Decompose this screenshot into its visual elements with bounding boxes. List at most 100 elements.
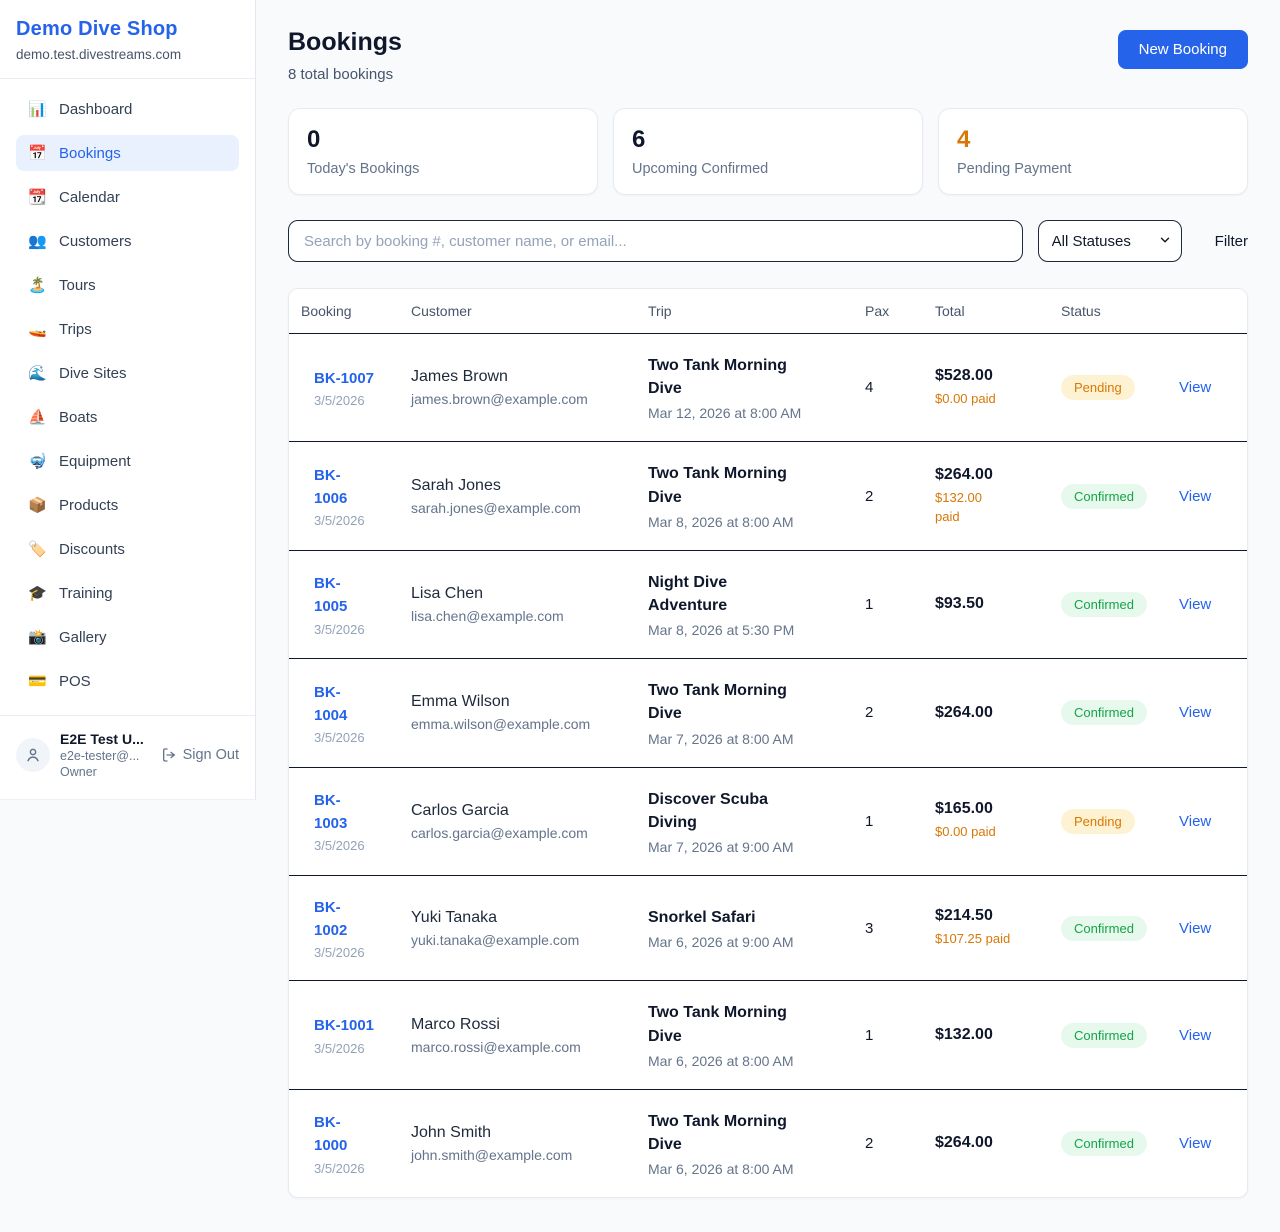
sidebar-item-products[interactable]: 📦 Products bbox=[16, 487, 239, 523]
sidebar-item-gallery[interactable]: 📸 Gallery bbox=[16, 619, 239, 655]
trip-name: Two Tank Morning Dive bbox=[648, 1004, 787, 1045]
nav-item-label: Equipment bbox=[59, 452, 131, 470]
trip-datetime: Mar 8, 2026 at 8:00 AM bbox=[648, 513, 794, 530]
table-row: BK- 1006 3/5/2026 Sarah Jones sarah.jone… bbox=[289, 441, 1247, 551]
column-header: Total bbox=[923, 289, 1049, 334]
nav-item-icon: 🚤 bbox=[28, 321, 47, 338]
table-row: BK- 1003 3/5/2026 Carlos Garcia carlos.g… bbox=[289, 767, 1247, 876]
view-link[interactable]: View bbox=[1179, 704, 1212, 722]
customer-email: james.brown@example.com bbox=[411, 391, 588, 408]
paid-amount: $0.00 paid bbox=[935, 824, 996, 840]
user-email: e2e-tester@... bbox=[60, 749, 140, 763]
sidebar-item-training[interactable]: 🎓 Training bbox=[16, 575, 239, 611]
booking-id-link[interactable]: BK- 1000 bbox=[314, 1114, 348, 1155]
stat-value: 0 bbox=[307, 126, 321, 153]
booking-id-link[interactable]: BK- 1004 bbox=[314, 683, 348, 724]
search-input[interactable] bbox=[288, 220, 1023, 262]
customer-name: Carlos Garcia bbox=[411, 801, 509, 819]
sidebar-item-pos[interactable]: 💳 POS bbox=[16, 663, 239, 699]
trip-name: Two Tank Morning Dive bbox=[648, 357, 787, 398]
sidebar-item-customers[interactable]: 👥 Customers bbox=[16, 223, 239, 259]
booking-date: 3/5/2026 bbox=[314, 1040, 365, 1056]
customer-email: john.smith@example.com bbox=[411, 1146, 573, 1163]
nav-item-icon: 🌊 bbox=[28, 365, 47, 382]
booking-date: 3/5/2026 bbox=[314, 621, 365, 637]
booking-id-link[interactable]: BK- 1006 bbox=[314, 466, 348, 508]
nav-item-icon: 🤿 bbox=[28, 453, 47, 470]
nav-item-label: Tours bbox=[59, 276, 96, 294]
nav-item-label: Dashboard bbox=[59, 100, 133, 118]
pax-count: 2 bbox=[865, 704, 874, 722]
sidebar-item-discounts[interactable]: 🏷️ Discounts bbox=[16, 531, 239, 567]
booking-id-link[interactable]: BK-1007 bbox=[314, 370, 375, 388]
booking-id-link[interactable]: BK- 1002 bbox=[314, 898, 348, 940]
sidebar-item-equipment[interactable]: 🤿 Equipment bbox=[16, 443, 239, 479]
status-select[interactable]: All Statuses bbox=[1037, 220, 1182, 262]
user-block: E2E Test U... e2e-tester@... Owner Sign … bbox=[0, 715, 255, 799]
view-link[interactable]: View bbox=[1179, 487, 1212, 505]
trip-name: Two Tank Morning Dive bbox=[648, 1112, 787, 1153]
nav-item-label: Trips bbox=[59, 320, 92, 338]
sidebar-nav: 📊 Dashboard 📅 Bookings 📆 Calendar 👥 Cust… bbox=[0, 79, 255, 715]
customer-name: James Brown bbox=[411, 368, 508, 386]
status-badge: Confirmed bbox=[1061, 1130, 1147, 1156]
nav-item-label: Customers bbox=[59, 232, 132, 250]
pax-count: 1 bbox=[865, 595, 874, 613]
filter-button[interactable]: Filter bbox=[1214, 232, 1248, 250]
stat-card: 6 Upcoming Confirmed bbox=[613, 108, 923, 195]
booking-id-link[interactable]: BK- 1005 bbox=[314, 575, 348, 616]
brand-block: Demo Dive Shop demo.test.divestreams.com bbox=[0, 0, 255, 79]
sidebar-item-boats[interactable]: ⛵ Boats bbox=[16, 399, 239, 435]
nav-item-icon: 📊 bbox=[28, 101, 47, 118]
nav-item-icon: 📦 bbox=[28, 497, 47, 514]
status-select-wrap: All Statuses bbox=[1037, 220, 1182, 262]
nav-item-label: Dive Sites bbox=[59, 364, 127, 382]
new-booking-button[interactable]: New Booking bbox=[1117, 30, 1248, 69]
customer-name: Lisa Chen bbox=[411, 584, 484, 602]
person-icon bbox=[27, 748, 39, 762]
sidebar-item-trips[interactable]: 🚤 Trips bbox=[16, 311, 239, 347]
nav-item-icon: 💳 bbox=[28, 673, 47, 690]
status-badge: Confirmed bbox=[1061, 1022, 1147, 1048]
sign-out-icon bbox=[162, 748, 175, 762]
customer-email: carlos.garcia@example.com bbox=[411, 824, 588, 841]
total-amount: $93.50 bbox=[935, 595, 984, 613]
user-info: E2E Test U... e2e-tester@... Owner bbox=[60, 731, 151, 779]
customer-email: yuki.tanaka@example.com bbox=[411, 931, 580, 948]
sidebar-item-tours[interactable]: 🏝️ Tours bbox=[16, 267, 239, 303]
view-link[interactable]: View bbox=[1179, 1134, 1212, 1152]
sign-out-button[interactable]: Sign Out bbox=[161, 747, 239, 763]
nav-item-label: Boats bbox=[59, 408, 98, 426]
customer-email: marco.rossi@example.com bbox=[411, 1038, 581, 1055]
booking-id-link[interactable]: BK- 1003 bbox=[314, 791, 348, 833]
nav-item-label: Bookings bbox=[59, 144, 121, 162]
sidebar-item-dashboard[interactable]: 📊 Dashboard bbox=[16, 91, 239, 127]
view-link[interactable]: View bbox=[1179, 595, 1212, 613]
view-link[interactable]: View bbox=[1179, 812, 1212, 830]
brand-title: Demo Dive Shop bbox=[16, 18, 178, 40]
view-link[interactable]: View bbox=[1179, 919, 1212, 937]
sidebar-item-calendar[interactable]: 📆 Calendar bbox=[16, 179, 239, 215]
pax-count: 2 bbox=[865, 487, 874, 505]
nav-item-label: POS bbox=[59, 672, 91, 690]
nav-item-label: Products bbox=[59, 496, 119, 514]
paid-amount: $107.25 paid bbox=[935, 931, 1011, 947]
column-header: Customer bbox=[399, 289, 636, 334]
nav-item-icon: 🎓 bbox=[28, 585, 47, 602]
booking-id-link[interactable]: BK-1001 bbox=[314, 1017, 375, 1035]
trip-datetime: Mar 7, 2026 at 9:00 AM bbox=[648, 838, 794, 855]
column-header: Pax bbox=[853, 289, 923, 334]
sidebar-item-bookings[interactable]: 📅 Bookings bbox=[16, 135, 239, 171]
sign-out-label: Sign Out bbox=[182, 747, 239, 763]
nav-item-label: Discounts bbox=[59, 540, 125, 558]
total-amount: $264.00 bbox=[935, 465, 993, 483]
nav-item-icon: 👥 bbox=[28, 233, 47, 250]
sidebar-item-dive-sites[interactable]: 🌊 Dive Sites bbox=[16, 355, 239, 391]
table-row: BK- 1002 3/5/2026 Yuki Tanaka yuki.tanak… bbox=[289, 875, 1247, 982]
column-header: Trip bbox=[636, 289, 853, 334]
page-title: Bookings bbox=[288, 28, 402, 56]
status-badge: Pending bbox=[1061, 808, 1135, 834]
view-link[interactable]: View bbox=[1179, 1026, 1212, 1044]
nav-item-label: Gallery bbox=[59, 628, 107, 646]
view-link[interactable]: View bbox=[1179, 379, 1212, 397]
